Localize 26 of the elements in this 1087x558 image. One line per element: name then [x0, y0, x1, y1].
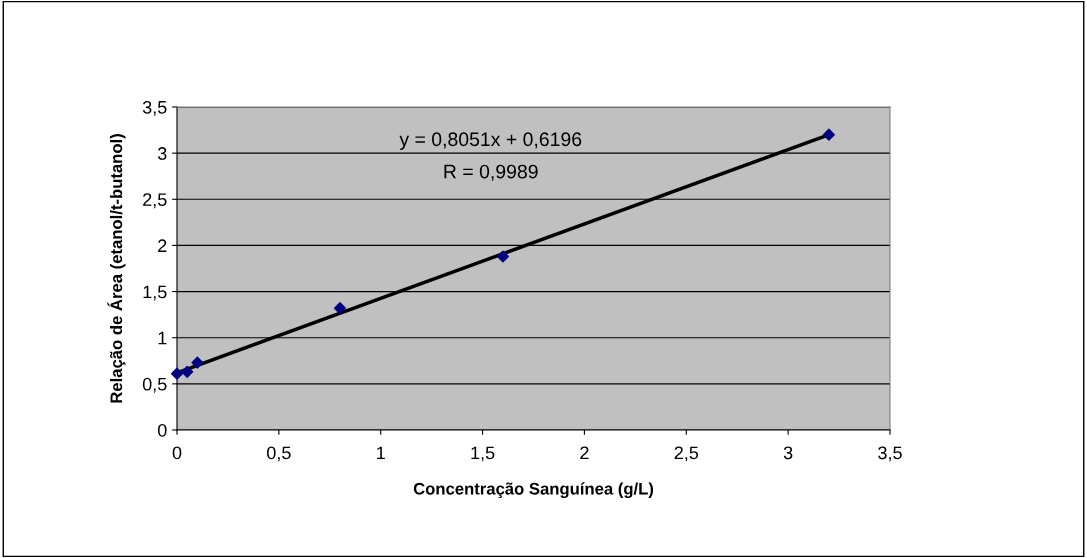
- y-tick-label: 3,5: [142, 100, 167, 116]
- point: [170, 367, 184, 380]
- point: [496, 250, 510, 263]
- y-tick-label: 1,5: [143, 285, 167, 301]
- annotation: R = 0,9989: [444, 164, 538, 181]
- y-tick-label: 3: [157, 147, 167, 160]
- x-tick-label: 3: [783, 446, 793, 460]
- y-tick-label: 1: [158, 331, 167, 345]
- x-tick-label: 1: [377, 446, 385, 460]
- x-tick-label: 2: [580, 446, 589, 460]
- x-tick-label: 2,5: [674, 446, 699, 462]
- point: [191, 356, 204, 369]
- y-tick-label: 2,5: [143, 193, 167, 209]
- x-tick-label: 0,5: [267, 446, 291, 462]
- y-tick-label: 0,5: [142, 377, 167, 393]
- x-tick-label: 0: [172, 446, 182, 460]
- y-tick-label: 2: [158, 239, 167, 252]
- x-axis-title: Concentração Sanguínea (g/L): [413, 482, 654, 498]
- point: [181, 365, 194, 378]
- annotation: y = 0,8051x + 0,6196: [399, 132, 582, 150]
- point: [822, 128, 835, 141]
- y-tick-label: 0: [157, 423, 167, 437]
- point: [333, 302, 347, 315]
- x-tick-label: 3,5: [878, 446, 902, 462]
- y-axis-title: Relação de Área (etanol/t-butanol): [107, 134, 126, 403]
- x-tick-label: 1,5: [471, 446, 495, 462]
